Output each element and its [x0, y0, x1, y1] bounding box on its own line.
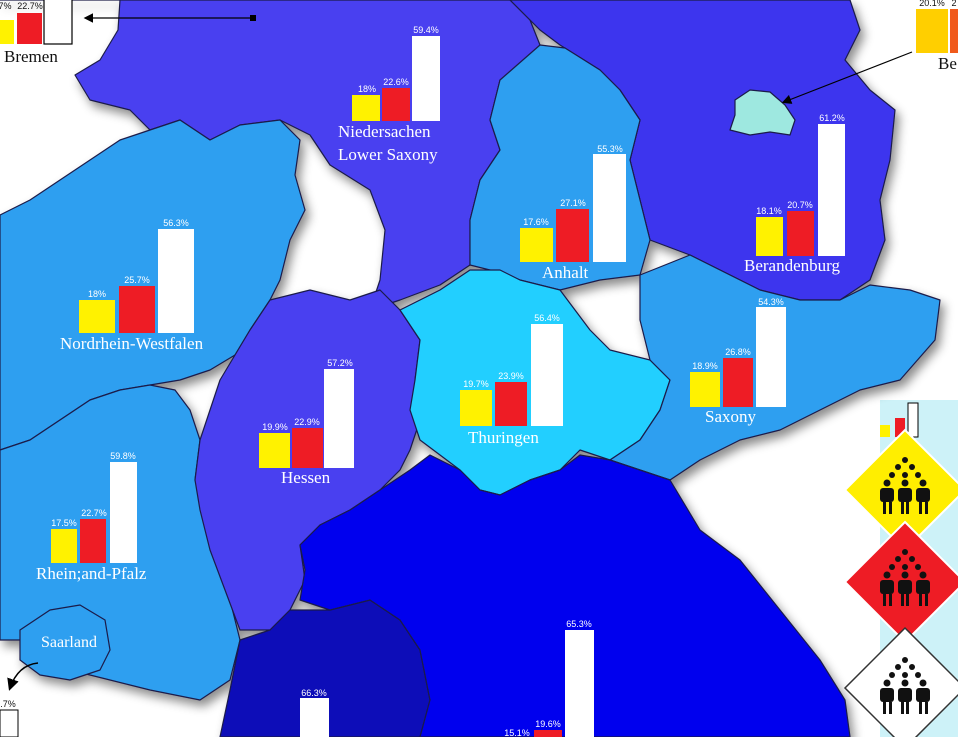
bayern-value-yellow: 15.1%: [504, 728, 530, 738]
hessen-label: Hessen: [281, 468, 331, 487]
anhalt-bar-red: [556, 209, 589, 262]
niedersachsen-bar-yellow: [352, 95, 380, 121]
bremen-bar-red: [17, 13, 42, 44]
thuringen-bar-red: [495, 382, 527, 426]
anhalt-label: Anhalt: [542, 263, 589, 282]
saxony-bar-yellow: [690, 372, 720, 407]
bremen-white-box: [43, 0, 73, 45]
rheinland-bar-white: [110, 462, 137, 563]
anhalt-value-red: 27.1%: [560, 198, 586, 208]
berlin-value-red: 2: [951, 0, 957, 8]
nrw-bar-red: [119, 286, 155, 333]
nrw-value-yellow: 18%: [87, 289, 107, 299]
rheinland-bar-red: [80, 519, 106, 563]
niedersachsen-value-red: 22.6%: [383, 77, 409, 87]
people-group-icon: [880, 457, 930, 714]
bayern-value-white: 65.3%: [566, 619, 592, 629]
thuringen-value-yellow: 19.7%: [463, 379, 489, 389]
bw-value-white: 66.3%: [301, 688, 327, 698]
hessen-value-yellow: 19.9%: [262, 422, 288, 432]
saarland-label: Saarland: [41, 634, 97, 651]
berlin-value-yellow: 20.1%: [919, 0, 945, 8]
bayern-bar-white: [565, 630, 594, 737]
brandenburg-value-white: 61.2%: [819, 113, 845, 123]
saxony-value-yellow: 18.9%: [692, 361, 718, 371]
brandenburg-value-yellow: 18.1%: [756, 206, 782, 216]
thuringen-bar-yellow: [460, 390, 492, 426]
bayern-bar-red: [534, 730, 562, 737]
brandenburg-bar-white: [818, 124, 845, 256]
hessen-bar-yellow: [259, 433, 290, 468]
brandenburg-bar-red: [787, 211, 814, 256]
saxony-bar-white: [756, 307, 786, 407]
niedersachsen-value-white: 59.4%: [413, 25, 439, 35]
anhalt-bar-white: [593, 154, 626, 262]
rheinland-value-yellow: 17.5%: [51, 518, 77, 528]
nrw-bar-white: [158, 229, 194, 333]
thuringen-value-white: 56.4%: [534, 313, 560, 323]
hessen-bar-red: [292, 428, 323, 468]
brandenburg-bar-yellow: [756, 217, 783, 256]
thuringen-label: Thuringen: [468, 428, 539, 447]
niedersachsen-label: Niedersachen: [338, 122, 431, 141]
saxony-value-red: 26.8%: [725, 347, 751, 357]
nrw-bar-yellow: [79, 300, 115, 333]
brandenburg-label: Berandenburg: [744, 256, 840, 275]
thuringen-value-red: 23.9%: [498, 371, 524, 381]
bw-bar-white: [300, 698, 329, 737]
nrw-value-red: 25.7%: [124, 275, 150, 285]
rheinland-bar-yellow: [51, 529, 77, 563]
nrw-label: Nordrhein-Westfalen: [60, 334, 204, 353]
rheinland-value-red: 22.7%: [81, 508, 107, 518]
berlin-arrow: [781, 51, 913, 104]
niedersachsen-bar-red: [382, 88, 410, 121]
rheinland-value-white: 59.8%: [110, 451, 136, 461]
bremen-value-red: 22.7%: [17, 1, 43, 11]
anhalt-value-white: 55.3%: [597, 144, 623, 154]
brandenburg-value-red: 20.7%: [787, 200, 813, 210]
saxony-bar-red: [723, 358, 753, 407]
niedersachsen-label-en: Lower Saxony: [338, 145, 438, 164]
saarland-arrow: [7, 662, 39, 691]
anhalt-bar-yellow: [520, 228, 553, 262]
hessen-value-white: 57.2%: [327, 358, 353, 368]
berlin-bar-yellow: [916, 9, 948, 53]
saarland-region: [19, 604, 111, 681]
saarland-white-box: [0, 709, 19, 737]
hessen-value-red: 22.9%: [294, 417, 320, 427]
bayern-value-red: 19.6%: [535, 719, 561, 729]
saarland-value: .7%: [0, 699, 16, 709]
saxony-label: Saxony: [705, 407, 756, 426]
bremen-label: Bremen: [4, 47, 58, 66]
rheinland-label: Rhein;and-Pfalz: [36, 564, 147, 583]
nrw-value-white: 56.3%: [163, 218, 189, 228]
bayern-region: [299, 454, 851, 737]
thuringen-bar-white: [531, 324, 563, 426]
hessen-bar-white: [324, 369, 354, 468]
niedersachsen-bar-white: [412, 36, 440, 121]
bremen-arrow-tail: [250, 15, 256, 21]
bremen-bar-yellow: [0, 20, 14, 44]
berlin-region: [729, 89, 796, 136]
anhalt-value-yellow: 17.6%: [523, 217, 549, 227]
saxony-value-white: 54.3%: [758, 297, 784, 307]
berlin-label: Be: [938, 54, 957, 73]
bremen-value-yellow: 7%: [0, 1, 12, 11]
berlin-bar-red: [950, 9, 958, 53]
niedersachsen-value-yellow: 18%: [357, 84, 377, 94]
